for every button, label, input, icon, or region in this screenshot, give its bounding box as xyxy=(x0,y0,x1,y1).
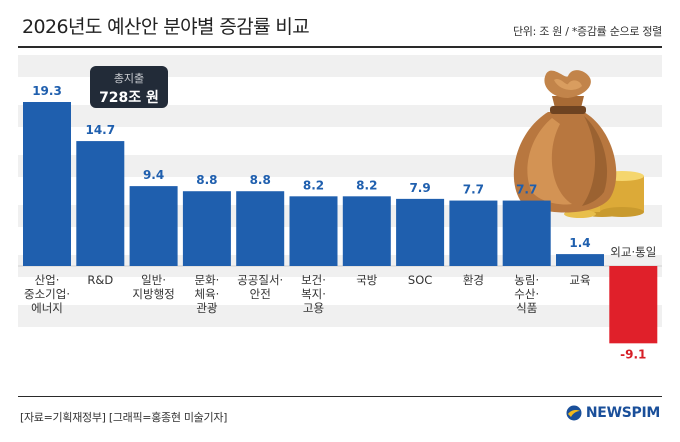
category-label-line: 수산· xyxy=(514,287,539,301)
bottom-rule xyxy=(18,396,662,397)
chart-title: 2026년도 예산안 분야별 증감률 비교 xyxy=(22,16,310,38)
category-label-line: 공공질서· xyxy=(237,273,283,287)
value-labels: 19.3 14.7 9.4 8.8 8.8 8.2 8.2 7.9 7.7 7.7 1.4 -9.1 xyxy=(32,84,646,361)
unit-note: 단위: 조 원 / *증감률 순으로 정렬 xyxy=(512,25,662,38)
background-bands xyxy=(18,55,662,327)
category-label-line: 고용 xyxy=(303,301,324,315)
category-label: 환경 xyxy=(463,273,484,287)
category-label-line: 식품 xyxy=(516,301,537,315)
bar xyxy=(129,186,178,266)
value-label: 8.8 xyxy=(250,173,271,187)
category-label-line: 중소기업· xyxy=(24,287,70,301)
value-label: 7.9 xyxy=(409,181,430,195)
value-label: 14.7 xyxy=(85,123,115,137)
logo-text: NEWSPIM xyxy=(585,405,660,421)
background-band xyxy=(18,205,662,227)
category-label: R&D xyxy=(87,273,113,287)
bar xyxy=(76,141,125,266)
bar xyxy=(396,198,445,266)
category-label-line: 국방 xyxy=(356,273,378,287)
category-label-line: R&D xyxy=(87,273,113,287)
value-label: 7.7 xyxy=(516,183,537,197)
category-label: 보건· 복지· 고용 xyxy=(301,273,326,315)
category-label-line: 지방행정 xyxy=(132,287,174,301)
value-label: 8.2 xyxy=(356,178,377,192)
category-label: 일반· 지방행정 xyxy=(132,273,174,301)
category-label-line: 보건· xyxy=(301,273,326,287)
category-label-line: 에너지 xyxy=(31,301,63,315)
total-spending-label: 총지출 xyxy=(113,72,145,85)
category-label-line: 복지· xyxy=(301,287,326,301)
newspim-logo: NEWSPIM xyxy=(566,405,660,421)
value-label: 19.3 xyxy=(32,84,62,98)
bar xyxy=(609,266,658,344)
source-credit: [자료=기획재정부] [그래픽=홍종현 미술기자] xyxy=(20,411,228,424)
category-labels: 산업· 중소기업· 에너지 R&D 일반· 지방행정 문화· 체육· 관광 공공질서· 안전 보건· 복… xyxy=(24,245,656,315)
background-band xyxy=(18,305,662,327)
bar xyxy=(289,196,338,266)
globe-icon xyxy=(566,405,582,421)
category-label: 농림· 수산· 식품 xyxy=(514,273,539,315)
category-label: 공공질서· 안전 xyxy=(237,273,283,301)
category-label-line: 외교·통일 xyxy=(610,245,656,259)
category-label: SOC xyxy=(408,273,432,287)
bar xyxy=(449,200,498,266)
category-label-line: 농림· xyxy=(514,273,539,287)
bar xyxy=(342,196,391,266)
category-label-line: SOC xyxy=(408,273,432,287)
category-label-line: 체육· xyxy=(194,287,219,301)
category-label-line: 관광 xyxy=(196,301,218,315)
total-spending-badge: 총지출 728조 원 xyxy=(90,66,168,108)
total-spending-value: 728조 원 xyxy=(99,90,159,106)
category-label: 국방 xyxy=(356,273,378,287)
value-label: 1.4 xyxy=(569,236,590,250)
bars xyxy=(23,102,658,344)
category-label-line: 안전 xyxy=(250,287,271,301)
category-label: 산업· 중소기업· 에너지 xyxy=(24,273,70,315)
category-label-line: 교육 xyxy=(569,273,590,287)
category-label: 문화· 체육· 관광 xyxy=(194,273,219,315)
value-label: 8.2 xyxy=(303,178,324,192)
bar xyxy=(23,102,71,266)
bar xyxy=(556,254,604,266)
bar xyxy=(502,200,551,266)
money-bag-with-coins-icon xyxy=(513,70,644,218)
bar xyxy=(236,191,285,266)
background-band xyxy=(18,155,662,177)
category-label-line: 산업· xyxy=(35,273,60,287)
category-label-line: 일반· xyxy=(141,273,166,287)
category-label: 교육 xyxy=(569,273,590,287)
value-label: 8.8 xyxy=(196,173,217,187)
value-label: 7.7 xyxy=(463,183,484,197)
bar xyxy=(182,191,231,266)
background-band xyxy=(18,55,662,77)
value-label: -9.1 xyxy=(620,347,646,361)
category-label-line: 환경 xyxy=(463,273,484,287)
top-rule xyxy=(18,46,662,48)
category-label-line: 문화· xyxy=(194,273,219,287)
value-label: 9.4 xyxy=(143,168,164,182)
category-label: 외교·통일 xyxy=(610,245,656,259)
background-band xyxy=(18,105,662,127)
